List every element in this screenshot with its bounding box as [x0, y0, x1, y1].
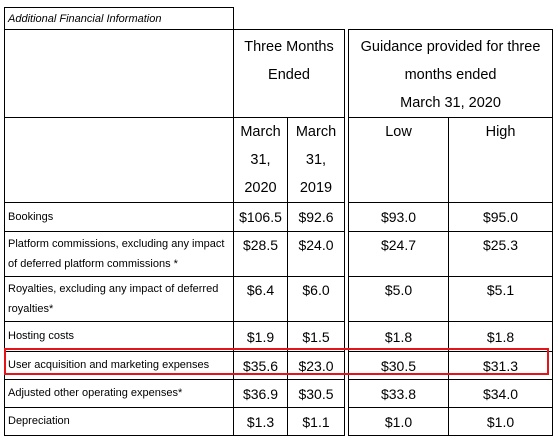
header-blank	[4, 29, 234, 118]
header-three-months: Three Months Ended	[233, 29, 345, 118]
table-row: Depreciation $1.3 $1.1 $1.0 $1.0	[4, 407, 554, 436]
row-label: Depreciation	[4, 407, 234, 436]
cell-low: $1.0	[348, 407, 449, 436]
table-row: Bookings $106.5 $92.6 $93.0 $95.0	[4, 202, 554, 232]
table-row: Royalties, excluding any impact of defer…	[4, 276, 554, 322]
cell-mar2020: $1.3	[233, 407, 288, 436]
cell-mar2020: $6.4	[233, 276, 288, 322]
cell-mar2019: $23.0	[287, 351, 345, 380]
row-label: Royalties, excluding any impact of defer…	[4, 276, 234, 322]
cell-high: $1.0	[447, 407, 554, 436]
cell-high: $95.0	[447, 202, 554, 232]
row-label: Adjusted other operating expenses*	[4, 379, 234, 408]
table-row: Hosting costs $1.9 $1.5 $1.8 $1.8	[4, 321, 554, 352]
financial-table: Additional Financial Information Three M…	[4, 7, 554, 436]
cell-mar2019: $30.5	[287, 379, 345, 408]
cell-mar2020: $106.5	[233, 202, 288, 232]
col-header-low: Low	[348, 117, 449, 203]
cell-mar2019: $1.1	[287, 407, 345, 436]
row-label: User acquisition and marketing expenses	[4, 351, 234, 380]
cell-mar2019: $92.6	[287, 202, 345, 232]
table-title: Additional Financial Information	[4, 7, 234, 30]
cell-mar2019: $24.0	[287, 231, 345, 277]
row-label: Bookings	[4, 202, 234, 232]
cell-high: $1.8	[447, 321, 554, 352]
cell-high: $31.3	[447, 351, 554, 380]
table-row: Platform commissions, excluding any impa…	[4, 231, 554, 277]
header-blank-2	[4, 117, 234, 203]
cell-mar2020: $36.9	[233, 379, 288, 408]
col-header-mar2019: March 31, 2019	[287, 117, 345, 203]
cell-mar2019: $1.5	[287, 321, 345, 352]
header-guidance: Guidance provided for three months ended…	[347, 29, 554, 118]
cell-high: $25.3	[447, 231, 554, 277]
cell-mar2020: $35.6	[233, 351, 288, 380]
cell-high: $34.0	[447, 379, 554, 408]
cell-mar2020: $1.9	[233, 321, 288, 352]
row-label: Platform commissions, excluding any impa…	[4, 231, 234, 277]
col-header-mar2020: March 31, 2020	[233, 117, 288, 203]
cell-low: $30.5	[348, 351, 449, 380]
table-row-highlighted: User acquisition and marketing expenses …	[4, 351, 554, 380]
cell-high: $5.1	[447, 276, 554, 322]
cell-mar2020: $28.5	[233, 231, 288, 277]
cell-low: $93.0	[348, 202, 449, 232]
cell-low: $1.8	[348, 321, 449, 352]
cell-mar2019: $6.0	[287, 276, 345, 322]
table-row: Adjusted other operating expenses* $36.9…	[4, 379, 554, 408]
cell-low: $33.8	[348, 379, 449, 408]
col-header-high: High	[447, 117, 554, 203]
cell-low: $24.7	[348, 231, 449, 277]
cell-low: $5.0	[348, 276, 449, 322]
row-label: Hosting costs	[4, 321, 234, 352]
